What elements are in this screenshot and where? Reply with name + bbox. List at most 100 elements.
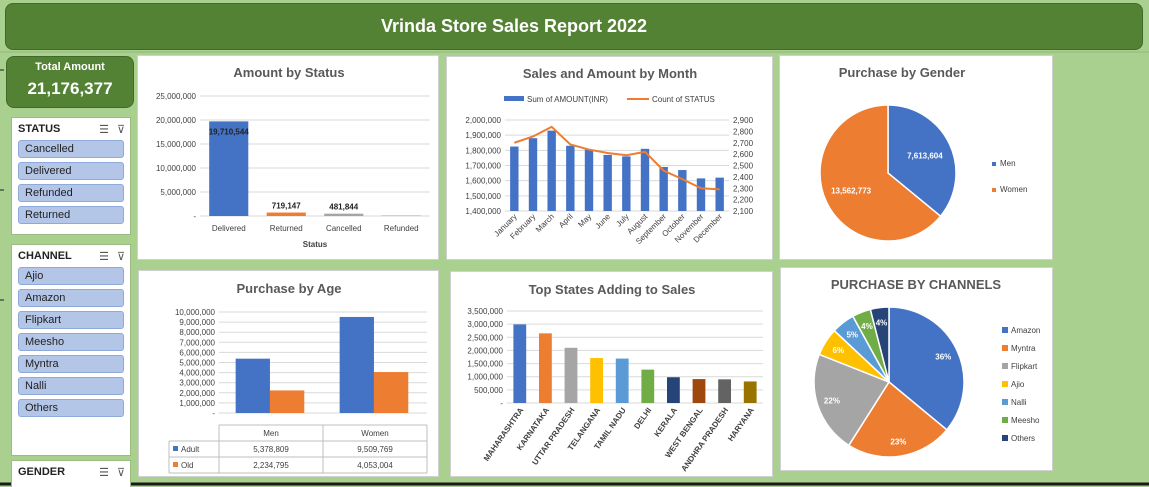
status-ytick-label: 10,000,000 (156, 164, 197, 173)
x-tick-label: March (534, 212, 556, 234)
bar-andhra-pradesh (718, 379, 731, 403)
status-item-returned[interactable]: Returned (18, 206, 124, 224)
x-axis-title: Status (303, 240, 328, 249)
bar-old-women (373, 372, 409, 413)
bar-april (566, 145, 575, 211)
x-tick-label: Delivered (212, 224, 246, 233)
total-amount-value: 21,176,377 (27, 79, 113, 98)
legend-label-ajio: Ajio (1011, 380, 1025, 389)
bar-uttar-pradesh (564, 347, 578, 403)
data-label: 6% (833, 346, 845, 355)
status-chart-panel: Amount by Status - 5,000,000 10,000,000 15,0… (137, 55, 439, 260)
age-ytick-label: 5,000,000 (179, 359, 215, 368)
legend-swatch-nalli (1002, 399, 1008, 405)
clear-filter-icon[interactable]: ⊽ (116, 250, 125, 263)
bar-november (696, 178, 706, 211)
month-chart: Sales and Amount by Month Sum of AMOUNT(I… (465, 66, 754, 246)
bar-old-men (269, 390, 305, 413)
channel-slicer: CHANNEL ☰ ⊽ Ajio Amazon Flipkart Meesho M… (11, 244, 131, 456)
multi-select-icon[interactable]: ☰ (99, 123, 109, 136)
states-ytick-label: 2,500,000 (467, 333, 503, 342)
states-chart-panel: Top States Adding to Sales - 500,000 1,000,… (450, 271, 773, 477)
age-chart: Purchase by Age -1,000,0002,000,0003,000,… (168, 281, 428, 474)
chart-title: Amount by Status (233, 65, 344, 80)
age-ytick-label: - (212, 409, 215, 418)
bar-adult-men (235, 358, 270, 413)
data-label: 7,613,604 (907, 152, 943, 161)
x-tick-label: MAHARASHTRA (482, 406, 526, 463)
data-label: 4% (861, 322, 873, 331)
multi-select-icon[interactable]: ☰ (99, 250, 109, 263)
multi-select-icon[interactable]: ☰ (99, 466, 109, 479)
month-right-ytick-label: 2,800 (733, 127, 754, 136)
legend-label-myntra: Myntra (1011, 344, 1036, 353)
table-cell: 5,378,809 (253, 445, 289, 454)
bar-tamil-nadu (615, 358, 629, 403)
clear-filter-icon[interactable]: ⊽ (116, 123, 125, 136)
states-ytick-label: - (500, 399, 503, 408)
x-tick-label: April (557, 212, 575, 230)
data-label: 481,844 (329, 203, 358, 212)
bar-refunded (381, 215, 421, 216)
total-amount-card: Total Amount 21,176,377 (6, 56, 134, 108)
gender-chart-panel: Purchase by Gender 7,613,604 13,562,773 Men… (779, 55, 1053, 260)
status-ytick-label: 15,000,000 (156, 140, 197, 149)
data-label: 13,562,773 (831, 186, 872, 195)
age-ytick-label: 3,000,000 (179, 379, 215, 388)
month-left-ytick-label: 1,700,000 (465, 162, 501, 171)
channels-slice-myntra (847, 380, 948, 458)
bar-july (622, 156, 631, 211)
gender-slicer-title: GENDER (18, 466, 66, 478)
bar-kerala (667, 377, 680, 403)
data-label: 5% (846, 331, 858, 340)
month-right-ytick-label: 2,700 (733, 139, 754, 148)
data-label: 22% (824, 397, 840, 406)
x-tick-label: June (593, 212, 612, 231)
status-item-refunded[interactable]: Refunded (18, 184, 124, 202)
chart-title: Purchase by Gender (839, 65, 965, 80)
states-ytick-label: 3,500,000 (467, 307, 503, 316)
channel-item-amazon[interactable]: Amazon (18, 289, 124, 307)
channel-item-ajio[interactable]: Ajio (18, 267, 124, 285)
chart-title: PURCHASE BY CHANNELS (831, 277, 1002, 292)
states-ytick-label: 500,000 (474, 386, 503, 395)
month-chart-panel: Sales and Amount by Month Sum of AMOUNT(I… (446, 56, 773, 260)
channel-item-meesho[interactable]: Meesho (18, 333, 124, 351)
clear-filter-icon[interactable]: ⊽ (116, 466, 125, 479)
report-title: Vrinda Store Sales Report 2022 (380, 16, 648, 36)
legend-label-amazon: Amazon (1011, 326, 1040, 335)
data-label: 719,147 (272, 202, 301, 211)
status-item-cancelled[interactable]: Cancelled (18, 140, 124, 158)
legend-swatch-ajio (1002, 381, 1008, 387)
channel-item-nalli[interactable]: Nalli (18, 377, 124, 395)
table-cell: 2,234,795 (253, 461, 289, 470)
states-ytick-label: 2,000,000 (467, 346, 503, 355)
channel-item-myntra[interactable]: Myntra (18, 355, 124, 373)
age-ytick-label: 10,000,000 (175, 308, 216, 317)
bar-march (547, 130, 556, 211)
x-tick-label: ANDHRA PRADESH (679, 406, 730, 473)
channels-slice-flipkart (813, 353, 891, 447)
table-col-header: Women (361, 429, 388, 438)
legend-label-count: Count of STATUS (652, 95, 715, 104)
age-ytick-label: 9,000,000 (179, 318, 215, 327)
x-tick-label: Cancelled (326, 224, 362, 233)
line-count-of-status (514, 125, 720, 191)
bar-september (659, 167, 668, 211)
bar-telangana (590, 358, 603, 403)
legend-swatch-myntra (1002, 345, 1008, 351)
legend-label-flipkart: Flipkart (1011, 362, 1038, 371)
month-right-ytick-label: 2,500 (733, 162, 754, 171)
bar-october (678, 170, 687, 211)
channel-item-others[interactable]: Others (18, 399, 124, 417)
x-tick-label: May (576, 212, 593, 229)
age-ytick-label: 6,000,000 (179, 348, 215, 357)
status-item-delivered[interactable]: Delivered (18, 162, 124, 180)
x-tick-label: KERALA (653, 406, 680, 439)
gender-slicer: GENDER ☰ ⊽ (11, 460, 131, 487)
report-header: Vrinda Store Sales Report 2022 (5, 3, 1143, 50)
month-right-ytick-label: 2,900 (733, 116, 754, 125)
channel-item-flipkart[interactable]: Flipkart (18, 311, 124, 329)
